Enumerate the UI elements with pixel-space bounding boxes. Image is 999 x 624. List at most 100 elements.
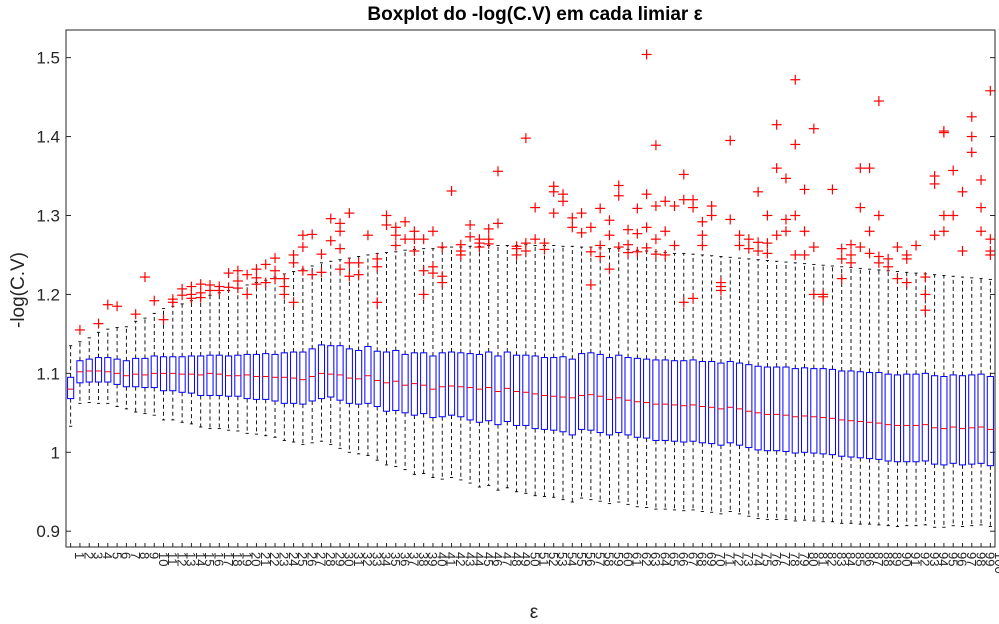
box-iqr — [838, 370, 846, 457]
outlier-marker — [790, 210, 801, 221]
x-tick-label: 15 — [202, 552, 217, 566]
box-eps-70 — [708, 255, 716, 513]
outlier-marker — [650, 234, 661, 245]
box-iqr — [661, 359, 669, 441]
outlier-marker — [641, 222, 652, 233]
box-iqr — [94, 357, 103, 383]
outlier-marker — [335, 264, 346, 275]
box-iqr — [280, 352, 288, 404]
plot-frame — [65, 29, 996, 548]
box-iqr — [503, 351, 511, 422]
outlier-marker — [855, 202, 866, 213]
box-iqr — [949, 374, 957, 464]
box-eps-63 — [643, 250, 651, 508]
outlier-marker — [836, 243, 847, 254]
x-tick-label: 43 — [462, 552, 477, 566]
outlier-marker — [204, 285, 215, 296]
box-eps-51 — [531, 245, 539, 497]
box-eps-23 — [271, 276, 279, 438]
outlier-marker — [595, 251, 606, 262]
outlier-marker — [948, 165, 959, 176]
outlier-marker — [771, 163, 782, 174]
x-tick-label: 75 — [760, 552, 775, 566]
box-eps-92 — [912, 272, 920, 527]
box-eps-41 — [438, 247, 446, 480]
box-eps-95 — [940, 275, 948, 528]
x-tick-label: 83 — [834, 552, 849, 566]
box-iqr — [921, 372, 929, 462]
x-tick-label: 10 — [156, 552, 171, 566]
outlier-marker — [864, 226, 875, 237]
x-tick-label: 36 — [397, 552, 412, 566]
outlier-marker — [743, 243, 754, 254]
box-iqr — [791, 368, 799, 454]
x-tick-label: 62 — [639, 552, 654, 566]
outlier-marker — [790, 74, 801, 85]
outlier-marker — [585, 246, 596, 257]
box-iqr — [559, 356, 567, 433]
outlier-marker — [938, 126, 949, 137]
outlier-marker — [344, 271, 355, 282]
outlier-marker — [418, 265, 429, 276]
x-tick-label: 44 — [472, 552, 487, 566]
x-tick-label: 56 — [583, 552, 598, 566]
box-eps-13 — [178, 303, 186, 423]
box-eps-59 — [605, 248, 614, 505]
box-iqr — [336, 345, 344, 401]
outlier-marker — [660, 249, 671, 260]
outlier-marker — [762, 248, 773, 259]
x-tick-label: 74 — [750, 552, 765, 566]
outlier-marker — [427, 268, 438, 279]
x-tick-label: 54 — [565, 552, 580, 566]
outlier-marker — [288, 297, 299, 308]
outlier-marker — [836, 253, 847, 264]
box-iqr — [308, 348, 316, 402]
x-tick-label: 11 — [165, 552, 180, 566]
outlier-marker — [697, 216, 708, 227]
x-tick-label: 35 — [388, 552, 403, 566]
box-iqr — [875, 372, 883, 460]
outlier-marker — [149, 295, 160, 306]
outlier-marker — [362, 230, 373, 241]
x-tick-label: 63 — [648, 552, 663, 566]
y-tick-label: 1.2 — [36, 285, 60, 304]
x-tick-label: 50 — [527, 552, 542, 566]
box-eps-9 — [141, 317, 149, 415]
x-tick-label: 9 — [146, 552, 161, 559]
box-eps-33 — [364, 254, 372, 456]
box-iqr — [828, 368, 836, 456]
outlier-marker — [195, 279, 206, 290]
box-iqr — [735, 362, 744, 446]
x-tick-label: 61 — [630, 552, 645, 566]
box-iqr — [754, 365, 762, 451]
y-tick-label: 1.4 — [36, 128, 60, 147]
box-eps-72 — [726, 256, 734, 512]
x-tick-label: 70 — [713, 552, 728, 566]
box-iqr — [466, 353, 474, 421]
box-eps-60 — [615, 248, 623, 503]
x-axis: 1234567891011121314151617181920212223242… — [70, 543, 999, 574]
box-iqr — [512, 354, 521, 426]
box-eps-6 — [113, 327, 121, 407]
x-tick-label: 85 — [853, 552, 868, 566]
box-eps-54 — [559, 245, 567, 501]
box-eps-39 — [420, 248, 428, 475]
box-iqr — [819, 368, 827, 455]
box-iqr — [773, 366, 781, 452]
y-tick-label: 1 — [51, 443, 60, 462]
outlier-marker — [465, 231, 476, 242]
box-iqr — [717, 362, 725, 446]
outlier-marker — [808, 289, 819, 300]
box-eps-36 — [392, 251, 400, 467]
box-eps-99 — [977, 278, 985, 526]
outlier-marker — [177, 290, 188, 301]
outlier-marker — [112, 301, 123, 312]
x-tick-label: 57 — [592, 552, 607, 566]
box-eps-74 — [745, 258, 753, 517]
box-iqr — [392, 349, 400, 411]
x-tick-label: 8 — [137, 552, 152, 559]
outlier-marker — [641, 49, 652, 60]
box-iqr — [373, 350, 381, 408]
outlier-marker — [297, 265, 308, 276]
box-iqr — [243, 353, 251, 400]
